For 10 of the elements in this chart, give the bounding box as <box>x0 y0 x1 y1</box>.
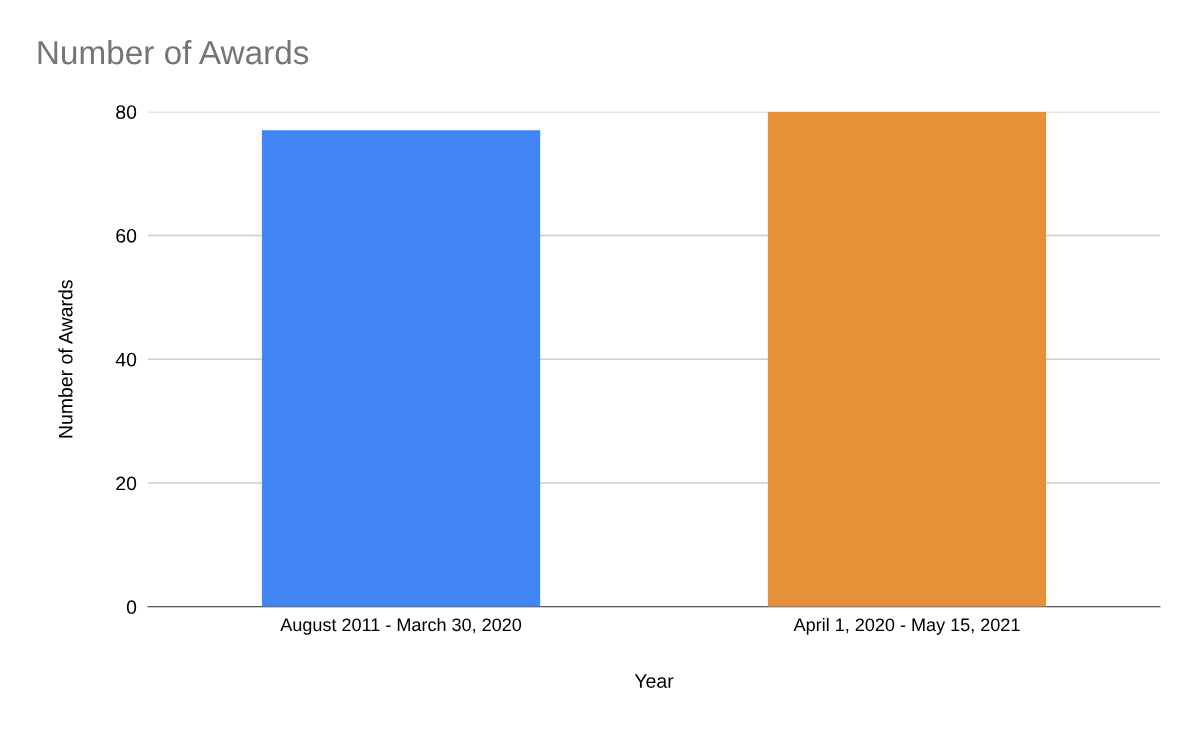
y-tick-label: 20 <box>116 476 137 491</box>
x-axis-title: Year <box>634 674 674 688</box>
x-tick-label: April 1, 2020 - May 15, 2021 <box>793 617 1020 635</box>
y-tick-label: 40 <box>115 352 137 367</box>
x-tick-label: August 2011 - March 30, 2020 <box>280 617 522 635</box>
chart-title: Number of Awards <box>38 39 309 65</box>
y-tick-label: 60 <box>116 228 137 243</box>
y-tick-label: 80 <box>116 105 137 119</box>
y-axis-title: Number of Awards <box>58 280 73 438</box>
y-tick-label: 0 <box>126 600 137 615</box>
